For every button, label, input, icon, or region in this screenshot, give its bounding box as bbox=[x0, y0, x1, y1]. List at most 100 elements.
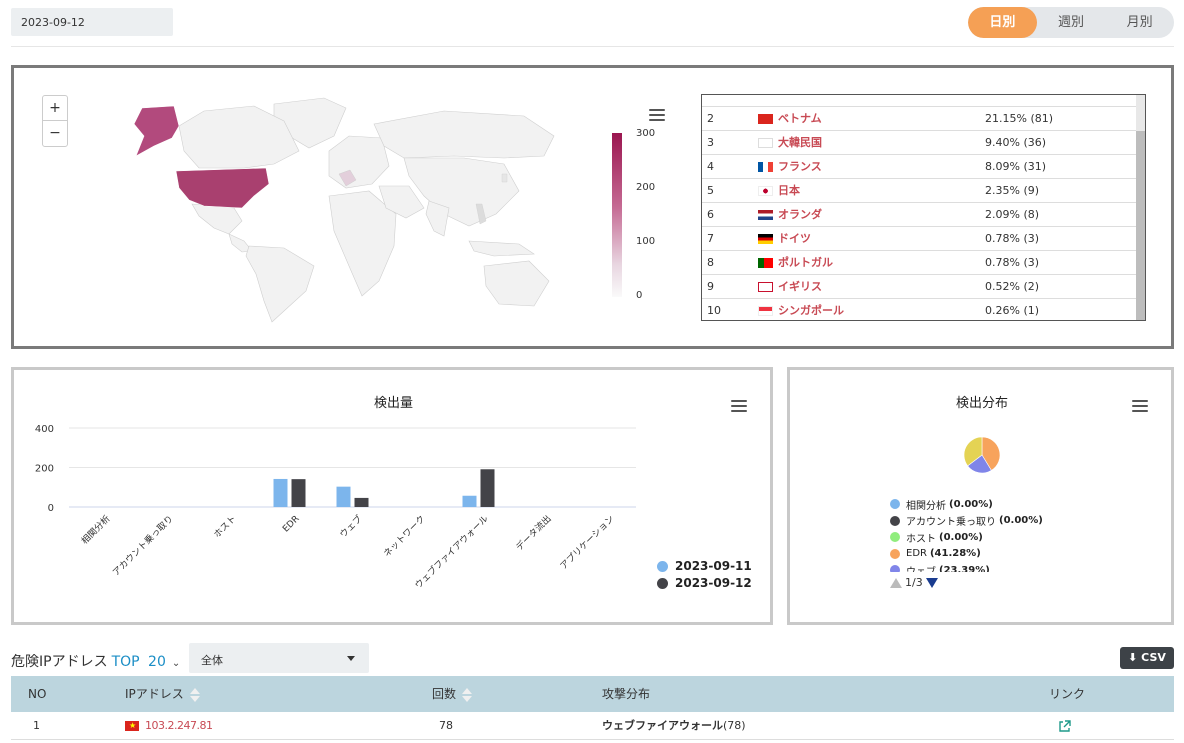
pie-legend-item[interactable]: ウェブ(23.39%) bbox=[890, 562, 1110, 572]
list-item[interactable]: 10 シンガポール 0.26% (1) bbox=[702, 299, 1145, 320]
csv-label: CSV bbox=[1141, 651, 1166, 664]
date-picker[interactable]: 2023-09-12 bbox=[11, 8, 173, 36]
list-item[interactable]: 7 ドイツ 0.78% (3) bbox=[702, 227, 1145, 251]
country-name[interactable]: 大韓民国 bbox=[778, 136, 822, 149]
download-icon: ⬇ bbox=[1128, 651, 1138, 664]
country-name[interactable]: オランダ bbox=[778, 208, 822, 221]
pie-legend-item[interactable]: EDR (41.28%) bbox=[890, 546, 1110, 563]
pie-legend-label: EDR bbox=[906, 548, 927, 560]
list-item[interactable]: 9 イギリス 0.52% (2) bbox=[702, 275, 1145, 299]
top-count[interactable]: 20 bbox=[148, 654, 166, 670]
legend-label-0911: 2023-09-11 bbox=[675, 559, 752, 573]
country-name[interactable]: イギリス bbox=[778, 280, 822, 293]
top-chevron-icon[interactable]: ⌄ bbox=[171, 658, 181, 669]
country-name[interactable]: シンガポール bbox=[778, 304, 844, 317]
row-ip[interactable]: ★ 103.2.247.81 bbox=[125, 712, 213, 740]
country-name[interactable]: 日本 bbox=[778, 184, 800, 197]
bar[interactable] bbox=[480, 469, 495, 507]
legend-dot-0911 bbox=[657, 560, 668, 572]
header-ip[interactable]: IPアドレス bbox=[125, 676, 200, 712]
pie-legend-label: 相関分析 bbox=[906, 500, 946, 512]
pager-up-icon[interactable] bbox=[890, 577, 902, 588]
legend-tick-300: 300 bbox=[636, 128, 656, 139]
pie-slice[interactable] bbox=[963, 436, 983, 467]
table-row[interactable]: 1 ★ 103.2.247.81 78 ウェブファイアウォール(78) bbox=[11, 712, 1174, 740]
top-label[interactable]: TOP bbox=[111, 654, 140, 670]
detection-distribution-pie[interactable] bbox=[962, 435, 1002, 475]
zoom-in-button[interactable]: + bbox=[43, 96, 67, 121]
pie-legend-value: (41.28%) bbox=[929, 548, 981, 560]
attack-filter-select[interactable]: 全体 bbox=[189, 643, 369, 673]
flag-pt-icon bbox=[758, 258, 773, 268]
map-usa bbox=[175, 167, 270, 209]
volume-menu-icon[interactable] bbox=[731, 400, 747, 414]
country-rank: 6 bbox=[707, 208, 714, 221]
legend-tick-100: 100 bbox=[636, 236, 656, 247]
legend-2023-09-11[interactable]: 2023-09-11 bbox=[657, 559, 752, 573]
sort-count-icon[interactable] bbox=[462, 687, 473, 703]
csv-download-button[interactable]: ⬇ CSV bbox=[1120, 647, 1174, 669]
row-attack: ウェブファイアウォール(78) bbox=[602, 712, 746, 740]
country-name[interactable]: フランス bbox=[778, 160, 822, 173]
country-value: 0.52% (2) bbox=[985, 280, 1040, 293]
external-link-svg bbox=[1059, 720, 1071, 732]
list-item[interactable]: 6 オランダ 2.09% (8) bbox=[702, 203, 1145, 227]
period-weekly[interactable]: 週別 bbox=[1058, 15, 1085, 30]
map-color-legend bbox=[612, 133, 622, 297]
list-item[interactable]: 5 日本 2.35% (9) bbox=[702, 179, 1145, 203]
country-value: 8.09% (31) bbox=[985, 160, 1047, 173]
pie-legend-value: (0.00%) bbox=[939, 531, 983, 543]
map-russia bbox=[373, 110, 555, 159]
period-daily[interactable]: 日別 bbox=[968, 7, 1037, 38]
pie-legend-label: ウェブ bbox=[906, 563, 936, 572]
zoom-out-button[interactable]: − bbox=[49, 125, 61, 141]
pie-legend-dot bbox=[890, 548, 900, 559]
list-item[interactable]: 3 大韓民国 9.40% (36) bbox=[702, 131, 1145, 155]
x-tick-label: アプリケーション bbox=[558, 513, 617, 572]
map-mexico bbox=[191, 203, 243, 235]
flag-jp-icon bbox=[758, 186, 773, 196]
header-count[interactable]: 回数 bbox=[432, 676, 473, 712]
list-item[interactable]: 8 ポルトガル 0.78% (3) bbox=[702, 251, 1145, 275]
country-rank: 8 bbox=[707, 256, 714, 269]
external-link-icon[interactable] bbox=[1058, 712, 1071, 743]
header-divider bbox=[11, 46, 1174, 47]
distribution-menu-icon[interactable] bbox=[1132, 400, 1148, 414]
list-item[interactable]: 4 フランス 8.09% (31) bbox=[702, 155, 1145, 179]
table-scroll-thumb[interactable] bbox=[1136, 131, 1145, 320]
sort-ip-icon[interactable] bbox=[189, 687, 200, 703]
pie-legend-item[interactable]: アカウント乗っ取り (0.00%) bbox=[890, 513, 1110, 530]
country-name[interactable]: ベトナム bbox=[778, 112, 822, 125]
table-row-partial bbox=[702, 95, 1145, 107]
legend-tick-0: 0 bbox=[636, 290, 643, 301]
period-toggle: 日別 週別 月別 bbox=[968, 7, 1174, 38]
pie-legend-item[interactable]: 相関分析 (0.00%) bbox=[890, 496, 1110, 513]
period-monthly[interactable]: 月別 bbox=[1126, 15, 1153, 30]
pager-down-icon[interactable] bbox=[925, 577, 938, 588]
map-asia bbox=[403, 157, 520, 227]
country-name[interactable]: ドイツ bbox=[778, 232, 811, 245]
map-menu-icon[interactable] bbox=[649, 109, 665, 123]
flag-sg-icon bbox=[758, 306, 773, 316]
bar[interactable] bbox=[291, 479, 306, 507]
row-attack-count: (78) bbox=[723, 719, 746, 732]
map-alaska bbox=[133, 105, 180, 157]
map-central-america bbox=[228, 233, 253, 253]
bar[interactable] bbox=[462, 495, 477, 507]
legend-2023-09-12[interactable]: 2023-09-12 bbox=[657, 576, 752, 590]
bar[interactable] bbox=[354, 497, 369, 507]
pie-legend-dot bbox=[890, 499, 900, 510]
x-tick-label: ウェブ bbox=[337, 513, 365, 541]
map-south-america bbox=[245, 245, 315, 323]
country-rank: 4 bbox=[707, 160, 714, 173]
list-item[interactable]: 2 ベトナム 21.15% (81) bbox=[702, 107, 1145, 131]
bar[interactable] bbox=[336, 486, 351, 507]
bar[interactable] bbox=[273, 478, 288, 507]
country-value: 2.09% (8) bbox=[985, 208, 1040, 221]
country-value: 2.35% (9) bbox=[985, 184, 1040, 197]
map-africa bbox=[328, 190, 397, 297]
world-map[interactable] bbox=[124, 96, 564, 324]
pie-legend-item[interactable]: ホスト (0.00%) bbox=[890, 529, 1110, 546]
ip-table-header: NO IPアドレス 回数 攻撃分布 リンク bbox=[11, 676, 1174, 712]
country-name[interactable]: ポルトガル bbox=[778, 256, 833, 269]
